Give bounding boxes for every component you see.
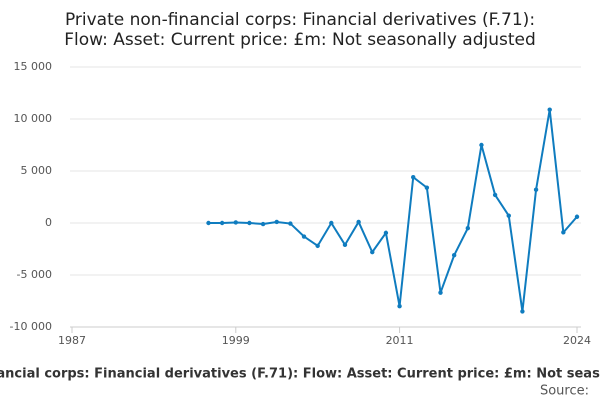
point <box>533 187 539 192</box>
point <box>383 230 389 236</box>
line <box>208 109 578 312</box>
point <box>451 253 457 258</box>
source: Source: <box>540 384 589 399</box>
x-tick-label: 2011 <box>386 334 414 347</box>
point <box>492 192 498 198</box>
y-tick-label: -5 000 <box>17 268 52 281</box>
point <box>329 220 334 226</box>
point <box>370 249 375 255</box>
x-tick-label: 1999 <box>222 334 250 347</box>
chart-title: Private non-financial corps: Financial d… <box>65 10 535 30</box>
point <box>424 185 430 190</box>
y-tick-label: 5 000 <box>21 164 53 177</box>
point <box>315 243 320 249</box>
point <box>233 220 238 225</box>
point <box>397 304 402 309</box>
point <box>438 290 443 295</box>
point <box>506 213 511 218</box>
y-tick-label: 10 000 <box>14 112 53 125</box>
footer: Private non-financial corps: Financial d… <box>0 367 600 382</box>
y-tick-label: 15 000 <box>14 60 53 73</box>
point <box>561 230 566 235</box>
point <box>356 219 361 225</box>
point <box>547 107 552 112</box>
point <box>274 219 279 225</box>
y-tick-label: -10 000 <box>10 320 52 333</box>
point <box>411 175 416 180</box>
point <box>219 220 225 226</box>
point <box>574 214 580 219</box>
x-tick-label: 2024 <box>563 334 591 347</box>
x-tick-label: 1987 <box>58 334 86 347</box>
point <box>247 220 252 226</box>
point <box>479 142 484 148</box>
point <box>520 309 525 314</box>
point <box>206 220 211 226</box>
y-tick-label: 0 <box>45 216 52 229</box>
point <box>260 221 266 227</box>
chart-title: Flow: Asset: Current price: £m: Not seas… <box>64 30 536 50</box>
point <box>301 234 307 239</box>
point <box>288 221 293 226</box>
point <box>342 242 348 248</box>
point <box>465 226 471 231</box>
